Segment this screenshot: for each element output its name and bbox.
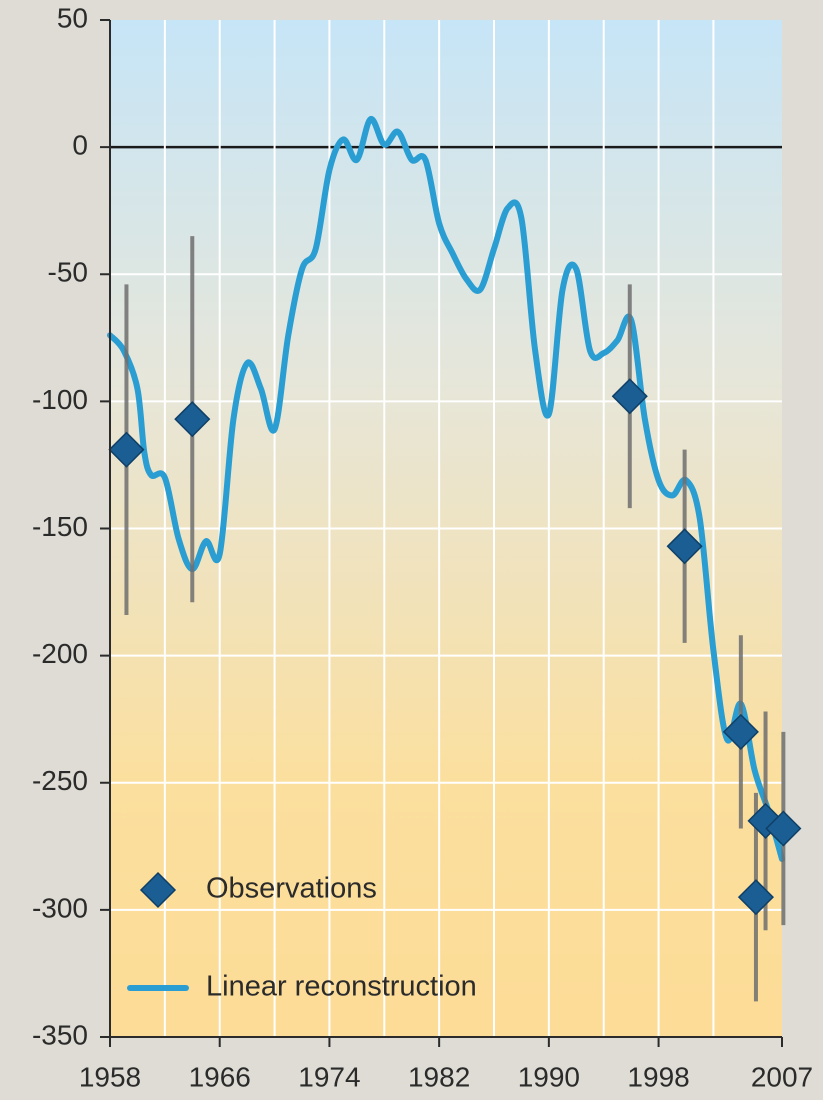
x-tick-label: 1982 [408, 1061, 470, 1092]
y-tick-label: -200 [32, 638, 88, 669]
y-tick-label: -300 [32, 892, 88, 923]
x-tick-label: 2007 [751, 1061, 813, 1092]
y-tick-label: -350 [32, 1019, 88, 1050]
y-tick-label: -250 [32, 765, 88, 796]
y-tick-label: 0 [72, 130, 88, 161]
x-tick-label: 1958 [79, 1061, 141, 1092]
legend-marker [139, 871, 177, 909]
legend-label: Linear reconstruction [206, 971, 477, 1003]
y-tick-label: -100 [32, 384, 88, 415]
y-tick-label: 50 [57, 2, 88, 33]
marks [107, 116, 802, 1002]
y-tick-label: -150 [32, 511, 88, 542]
x-tick-label: 1998 [627, 1061, 689, 1092]
observation-marker [611, 378, 648, 415]
observation-marker [174, 401, 211, 438]
observation-marker [108, 431, 145, 468]
observation-marker [722, 713, 759, 750]
x-tick-label: 1966 [189, 1061, 251, 1092]
line [107, 116, 785, 863]
observation-marker [747, 802, 784, 839]
legend-label: Observations [206, 873, 377, 905]
grid [110, 20, 782, 1037]
legend: Observations Linear reconstruction [127, 871, 477, 1003]
observation-marker [765, 810, 802, 847]
y-tick-label: -50 [48, 257, 88, 288]
observation-marker [737, 879, 775, 916]
axes: 50 0 -50 -100 -150 -200 -250 -300 -350 1958 1966 19… [32, 2, 813, 1092]
observation-marker [666, 528, 703, 565]
x-tick-label: 1974 [298, 1061, 360, 1092]
x-tick-label: 1990 [518, 1061, 580, 1092]
